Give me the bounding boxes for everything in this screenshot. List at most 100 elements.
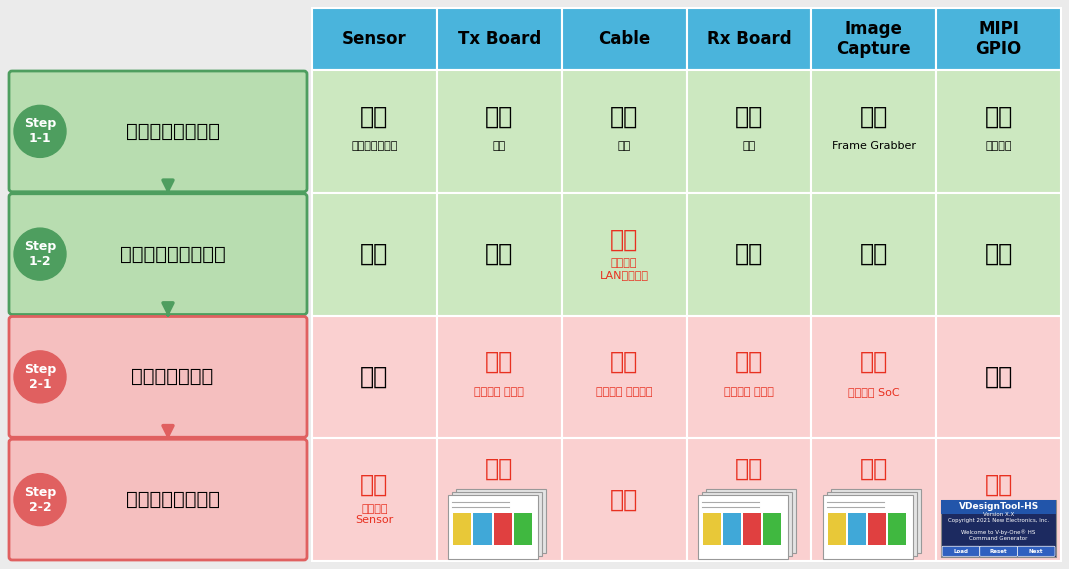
Text: 固定: 固定 xyxy=(985,242,1012,266)
Text: 固定: 固定 xyxy=(360,365,388,389)
FancyBboxPatch shape xyxy=(686,8,811,70)
FancyBboxPatch shape xyxy=(941,500,1056,557)
FancyBboxPatch shape xyxy=(686,438,811,561)
FancyBboxPatch shape xyxy=(848,513,866,545)
Text: ケーブル延長性味見: ケーブル延長性味見 xyxy=(120,245,226,263)
Text: 変更: 変更 xyxy=(859,350,888,374)
FancyBboxPatch shape xyxy=(437,315,561,438)
Text: 同梱: 同梱 xyxy=(742,141,756,151)
Text: 固定: 固定 xyxy=(734,242,763,266)
Text: 顧客選定 ケーブル: 顧客選定 ケーブル xyxy=(595,386,652,397)
Text: 変更: 変更 xyxy=(485,350,513,374)
FancyBboxPatch shape xyxy=(437,8,561,70)
FancyBboxPatch shape xyxy=(763,513,781,545)
Text: 顧客設計 SoC: 顧客設計 SoC xyxy=(848,386,899,397)
Text: 固定: 固定 xyxy=(485,242,513,266)
FancyBboxPatch shape xyxy=(437,70,561,193)
FancyBboxPatch shape xyxy=(980,546,1018,556)
FancyBboxPatch shape xyxy=(1018,546,1055,556)
FancyBboxPatch shape xyxy=(312,315,437,438)
FancyBboxPatch shape xyxy=(513,513,531,545)
FancyBboxPatch shape xyxy=(312,193,437,315)
FancyBboxPatch shape xyxy=(811,70,936,193)
Text: 固定: 固定 xyxy=(985,365,1012,389)
FancyBboxPatch shape xyxy=(9,439,307,560)
FancyBboxPatch shape xyxy=(453,513,471,545)
Text: Version X.X
Copyright 2021 New Electronics, Inc.

Welcome to V-by-One® HS
Comman: Version X.X Copyright 2021 New Electroni… xyxy=(948,512,1049,552)
FancyBboxPatch shape xyxy=(437,193,561,315)
FancyBboxPatch shape xyxy=(811,315,936,438)
Circle shape xyxy=(14,105,66,158)
Circle shape xyxy=(14,228,66,280)
Text: 顧客選定
Sensor: 顧客選定 Sensor xyxy=(355,504,393,525)
Text: センサ・構成変更: センサ・構成変更 xyxy=(125,490,219,509)
Text: Frame Grabber: Frame Grabber xyxy=(832,141,916,151)
FancyBboxPatch shape xyxy=(312,8,437,70)
FancyBboxPatch shape xyxy=(437,438,561,561)
FancyBboxPatch shape xyxy=(888,513,907,545)
FancyBboxPatch shape xyxy=(826,492,916,555)
FancyBboxPatch shape xyxy=(743,513,761,545)
FancyBboxPatch shape xyxy=(822,494,913,559)
FancyBboxPatch shape xyxy=(561,70,686,193)
Text: 初期構成: 初期構成 xyxy=(986,141,1012,151)
Text: 変更: 変更 xyxy=(985,473,1012,497)
FancyBboxPatch shape xyxy=(936,193,1062,315)
FancyBboxPatch shape xyxy=(494,513,512,545)
FancyBboxPatch shape xyxy=(456,489,546,552)
FancyBboxPatch shape xyxy=(811,438,936,561)
Circle shape xyxy=(14,473,66,526)
Text: MIPI
GPIO: MIPI GPIO xyxy=(975,19,1022,59)
FancyBboxPatch shape xyxy=(561,315,686,438)
FancyBboxPatch shape xyxy=(811,193,936,315)
FancyBboxPatch shape xyxy=(9,71,307,192)
FancyBboxPatch shape xyxy=(312,70,437,193)
FancyBboxPatch shape xyxy=(942,546,980,556)
Text: 顧客設計 ボード: 顧客設計 ボード xyxy=(475,386,524,397)
FancyBboxPatch shape xyxy=(723,513,741,545)
Text: Step
1-1: Step 1-1 xyxy=(24,117,57,145)
FancyBboxPatch shape xyxy=(561,438,686,561)
FancyBboxPatch shape xyxy=(448,494,538,559)
FancyBboxPatch shape xyxy=(312,438,437,561)
Text: 固定: 固定 xyxy=(985,105,1012,129)
Text: Image
Capture: Image Capture xyxy=(836,19,911,59)
Text: 変更: 変更 xyxy=(610,488,638,512)
Text: Rx Board: Rx Board xyxy=(707,30,791,48)
FancyBboxPatch shape xyxy=(936,438,1062,561)
Text: 顧客設計 ボード: 顧客設計 ボード xyxy=(724,386,774,397)
Text: 変更: 変更 xyxy=(859,457,888,481)
Text: 初期状態で画出し: 初期状態で画出し xyxy=(125,122,219,141)
FancyBboxPatch shape xyxy=(686,193,811,315)
Text: 変更: 変更 xyxy=(610,228,638,251)
FancyBboxPatch shape xyxy=(936,8,1062,70)
FancyBboxPatch shape xyxy=(474,513,492,545)
FancyBboxPatch shape xyxy=(936,70,1062,193)
Text: 変更: 変更 xyxy=(485,457,513,481)
Text: Tx Board: Tx Board xyxy=(458,30,541,48)
FancyBboxPatch shape xyxy=(452,492,542,555)
FancyBboxPatch shape xyxy=(811,8,936,70)
Text: 顧客選定
LANケーブル: 顧客選定 LANケーブル xyxy=(600,258,649,279)
Text: 変更: 変更 xyxy=(734,350,763,374)
Text: 固定: 固定 xyxy=(734,105,763,129)
FancyBboxPatch shape xyxy=(561,8,686,70)
FancyBboxPatch shape xyxy=(828,513,846,545)
FancyBboxPatch shape xyxy=(9,316,307,437)
FancyBboxPatch shape xyxy=(941,500,1056,514)
FancyBboxPatch shape xyxy=(703,513,722,545)
Text: 変更: 変更 xyxy=(610,350,638,374)
Text: 同梱: 同梱 xyxy=(618,141,631,151)
Text: Step
2-2: Step 2-2 xyxy=(24,485,57,514)
FancyBboxPatch shape xyxy=(706,489,795,552)
Text: Load: Load xyxy=(954,549,969,554)
Text: 固定: 固定 xyxy=(485,105,513,129)
FancyBboxPatch shape xyxy=(701,492,792,555)
Text: 固定: 固定 xyxy=(360,105,388,129)
Text: 固定: 固定 xyxy=(360,242,388,266)
FancyBboxPatch shape xyxy=(9,194,307,315)
Text: 固定: 固定 xyxy=(610,105,638,129)
FancyBboxPatch shape xyxy=(686,315,811,438)
Circle shape xyxy=(14,351,66,403)
Text: Sensor: Sensor xyxy=(342,30,407,48)
